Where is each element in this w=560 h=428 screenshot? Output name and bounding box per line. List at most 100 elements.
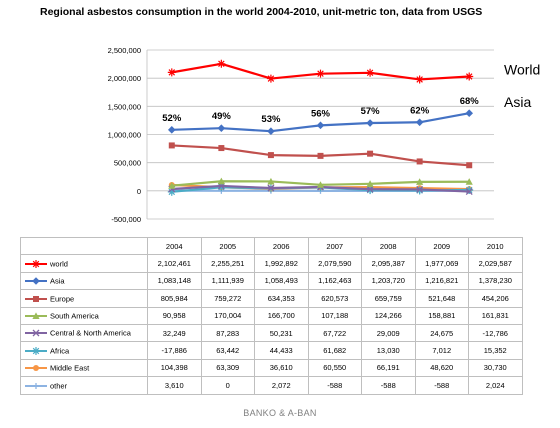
table-cell: 50,231 <box>254 323 309 343</box>
legend-label: world <box>50 259 68 269</box>
data-point <box>415 75 424 84</box>
table-cell: 29,009 <box>361 323 416 343</box>
data-point <box>416 185 424 193</box>
asia-share-label: 68% <box>460 96 480 107</box>
legend-key-icon <box>25 329 47 337</box>
table-cell: 2,079,590 <box>307 254 362 273</box>
table-cell: 158,881 <box>414 306 469 325</box>
table-cell: 170,004 <box>200 306 255 325</box>
legend-entry: South America <box>20 306 148 325</box>
table-row: South America 90,958 170,004 166,700 107,188… <box>20 306 523 325</box>
data-point <box>416 178 424 185</box>
data-labels: 52% 49% 53% 56% 57% 62% 68% World Asia <box>162 61 540 125</box>
table-cell: 24,675 <box>414 323 469 343</box>
data-point <box>33 365 39 372</box>
data-point <box>217 124 226 132</box>
data-point <box>32 259 40 268</box>
table-cell: 1,083,148 <box>147 271 202 291</box>
legend-label: Asia <box>50 276 65 286</box>
table-cell: 7,012 <box>414 341 469 360</box>
legend-entry: other <box>20 376 148 395</box>
table-cell: 13,030 <box>361 341 416 360</box>
table-cell: 454,206 <box>468 289 523 308</box>
data-point <box>465 178 473 185</box>
legend-entry: world <box>20 254 148 273</box>
y-tick-label: -500,000 <box>111 215 141 224</box>
table-cell: 1,058,493 <box>254 271 309 291</box>
legend-entry: Asia <box>20 271 148 291</box>
table-cell: 2,255,251 <box>200 254 255 273</box>
world-end-label: World <box>504 61 540 77</box>
table-cell: 63,442 <box>200 341 255 360</box>
data-point <box>168 142 175 149</box>
table-cell: 1,162,463 <box>307 271 362 291</box>
table-row: Africa -17,886 63,442 44,433 61,682 13,030 7,0… <box>20 341 523 360</box>
gridlines <box>147 49 494 220</box>
legend-entry: Middle East <box>20 358 148 378</box>
data-point <box>366 185 374 193</box>
data-point <box>317 152 324 159</box>
asia-share-label: 52% <box>162 113 182 124</box>
table-cell: 107,188 <box>307 306 362 325</box>
data-point <box>267 184 275 192</box>
table-cell: 620,573 <box>307 289 362 308</box>
y-tick-label: 2,000,000 <box>108 74 141 83</box>
asia-end-label: Asia <box>504 94 531 110</box>
data-point <box>266 74 275 83</box>
legend-label: Europe <box>50 294 75 304</box>
table-cell: 166,700 <box>254 306 309 325</box>
data-point <box>267 152 274 159</box>
data-point <box>32 346 40 355</box>
asia-share-label: 53% <box>261 114 281 125</box>
data-point <box>366 68 375 77</box>
table-cell: 67,722 <box>307 323 362 343</box>
data-point <box>465 188 473 196</box>
table-cell: 3,610 <box>147 376 202 395</box>
table-cell: 2,024 <box>468 376 523 395</box>
data-point <box>416 158 423 165</box>
data-point <box>465 109 474 117</box>
data-point <box>366 119 374 127</box>
table-cell: 90,958 <box>147 306 202 325</box>
table-row: other 3,610 0 2,072 -588 -588 -588 2,024 <box>20 376 523 395</box>
data-point <box>316 69 325 78</box>
data-point <box>33 295 39 302</box>
series-lines <box>167 59 474 196</box>
table-row: Europe 805,984 759,272 634,353 620,573 659,75… <box>20 289 523 308</box>
table-header-row: 2004 2005 2006 2007 2008 2009 2010 <box>20 236 523 256</box>
data-point <box>32 277 40 286</box>
series-world <box>167 59 474 84</box>
table-cell: -588 <box>361 376 416 395</box>
table-cell: 0 <box>200 376 255 395</box>
legend-entry: Europe <box>20 289 148 308</box>
y-axis: 2,500,000 2,000,000 1,500,000 1,000,000 500,… <box>108 46 148 224</box>
asia-share-label: 57% <box>361 106 381 117</box>
series-south-america <box>168 177 473 189</box>
legend-entry: Africa <box>20 341 148 360</box>
table-cell: 104,398 <box>147 358 202 378</box>
asia-share-label: 62% <box>410 105 430 116</box>
data-point <box>218 145 225 152</box>
table-year-header: 2004 <box>147 236 202 256</box>
table-cell: 1,977,069 <box>414 254 469 273</box>
legend-entry: Central & North America <box>20 323 148 343</box>
table-cell: 805,984 <box>147 289 202 308</box>
data-point <box>267 177 275 185</box>
data-point <box>415 118 424 127</box>
legend-key-icon <box>25 295 47 302</box>
data-table: 2004 2005 2006 2007 2008 2009 2010 world 2,102,… <box>20 236 523 395</box>
table-cell: 2,072 <box>254 376 309 395</box>
series-asia <box>167 109 474 136</box>
data-point <box>168 182 176 189</box>
legend-label: Middle East <box>50 363 90 373</box>
table-cell: 30,730 <box>468 358 523 378</box>
table-cell: 66,191 <box>361 358 416 378</box>
legend-label: Africa <box>50 346 70 356</box>
footer-credit: BANKO & A-BAN <box>243 408 317 418</box>
table-cell: 521,648 <box>414 289 469 308</box>
asia-share-label: 56% <box>311 108 331 119</box>
table-cell: 15,352 <box>468 341 523 360</box>
data-point <box>465 72 474 81</box>
table-cell: -17,886 <box>147 341 202 360</box>
data-point <box>217 183 226 192</box>
